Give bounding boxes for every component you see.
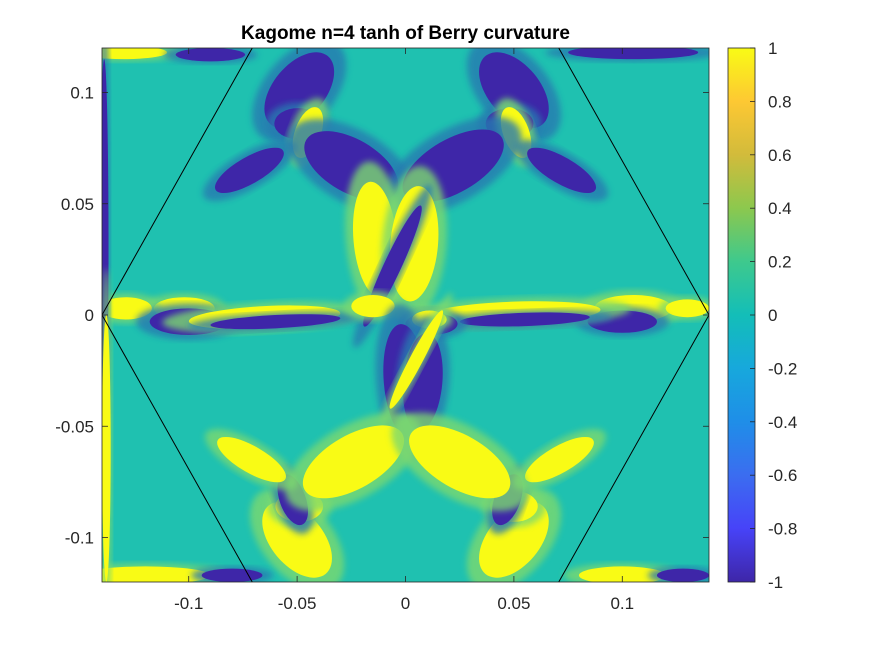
x-tick-label: -0.1 [174, 594, 203, 613]
feature-3 [202, 139, 296, 201]
x-tick-label: 0.05 [497, 594, 530, 613]
colorbar-tick-label: -0.4 [768, 413, 797, 432]
colorbar-tick-label: -1 [768, 573, 783, 592]
feature-core-44 [578, 566, 666, 582]
feature-core-14 [102, 297, 152, 320]
y-tick-label: 0 [85, 306, 94, 325]
feature-32 [205, 429, 299, 491]
feature-core-32 [217, 436, 287, 483]
feature-core-37 [524, 436, 594, 483]
colorbar-tick-label: 0.6 [768, 146, 792, 165]
feature-39 [102, 48, 183, 62]
feature-core-47 [102, 315, 111, 582]
colorbar-tick-label: -0.8 [768, 520, 797, 539]
feature-core-43 [201, 568, 263, 582]
feature-23 [436, 309, 613, 329]
feature-28 [380, 293, 453, 426]
feature-17 [187, 311, 364, 332]
y-tick-label: -0.05 [55, 417, 94, 436]
x-tick-label: 0.1 [610, 594, 634, 613]
feature-core-38 [409, 425, 511, 499]
curvature-features [102, 48, 709, 582]
feature-40 [163, 48, 258, 64]
feature-core-33 [302, 425, 405, 499]
feature-33 [285, 412, 422, 512]
feature-core-41 [568, 48, 699, 60]
colorbar-tick-label: 0.4 [768, 199, 792, 218]
feature-20 [658, 296, 709, 321]
colorbar-tick-label: 0.8 [768, 92, 792, 111]
feature-core-42 [102, 566, 211, 582]
feature-37 [512, 429, 606, 491]
feature-core-23 [459, 312, 590, 327]
feature-8 [515, 139, 609, 201]
feature-core-39 [102, 48, 168, 60]
colorbar-tick-label: 0 [768, 306, 777, 325]
y-tick-label: 0.1 [70, 84, 94, 103]
x-tick-label: -0.05 [278, 594, 317, 613]
y-tick-label: 0.05 [61, 195, 94, 214]
feature-41 [545, 48, 709, 62]
feature-core-45 [656, 568, 709, 582]
colorbar-tick-label: 0.2 [768, 253, 792, 272]
feature-45 [647, 566, 709, 582]
feature-core-18 [351, 294, 395, 318]
feature-43 [191, 566, 274, 582]
feature-core-8 [527, 147, 597, 194]
x-tick-label: 0 [401, 594, 410, 613]
feature-47 [102, 268, 113, 582]
y-axis: -0.1 -0.05 0 0.05 0.1 [55, 84, 709, 548]
colorbar-tick-label: -0.2 [768, 359, 797, 378]
colorbar-ticks: -1 -0.8 -0.6 -0.4 -0.2 0 0.2 0.4 0.6 0.8 1 [750, 39, 797, 592]
feature-core-17 [210, 314, 341, 330]
feature-core-3 [214, 147, 284, 194]
feature-core-20 [665, 299, 709, 318]
feature-42 [102, 563, 234, 582]
colorbar-tick-label: -0.6 [768, 466, 797, 485]
feature-core-28 [389, 310, 444, 409]
x-axis: -0.1 -0.05 0 0.05 0.1 [174, 48, 634, 613]
colorbar: -1 -0.8 -0.6 -0.4 -0.2 0 0.2 0.4 0.6 0.8 1 [727, 39, 797, 592]
colorbar-tick-label: 1 [768, 39, 777, 58]
feature-38 [391, 412, 529, 512]
feature-core-40 [175, 48, 246, 62]
chart-title: Kagome n=4 tanh of Berry curvature [241, 23, 570, 44]
plot-area [101, 47, 710, 583]
y-tick-label: -0.1 [65, 529, 94, 548]
